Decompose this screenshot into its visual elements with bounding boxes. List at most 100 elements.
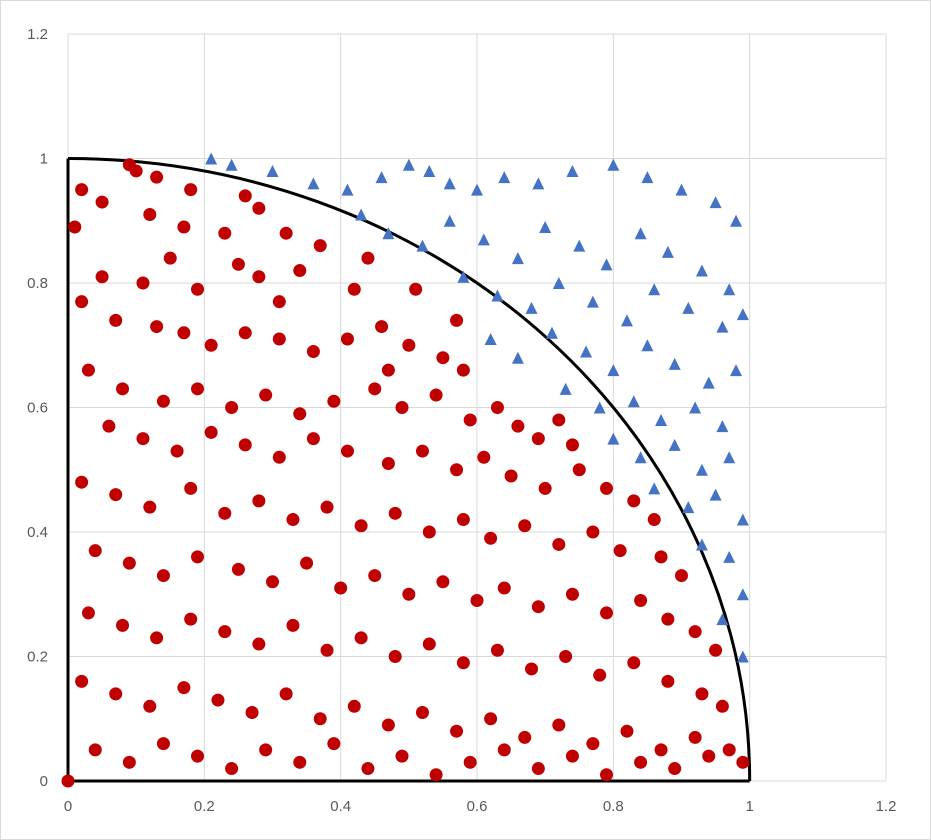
triangle-data-point [607,364,620,377]
x-tick-label: 1 [745,798,753,815]
circle-data-point [722,743,736,757]
circle-data-point [81,363,95,377]
circle-data-point [381,363,395,377]
circle-data-point [286,618,300,632]
circle-data-point [436,351,450,365]
triangle-data-point [307,177,320,190]
circle-data-point [456,656,470,670]
circle-data-point [306,344,320,358]
circle-data-point [272,295,286,309]
circle-data-point [354,631,368,645]
grid-layer [67,33,887,782]
circle-data-point [225,762,239,776]
circle-data-point [436,575,450,589]
circle-data-point [361,251,375,265]
circle-data-point [238,326,252,340]
circle-data-point [122,755,136,769]
triangle-data-point [477,233,490,246]
triangle-data-point [641,339,654,352]
circle-data-point [525,662,539,676]
circle-data-point [293,264,307,278]
triangle-data-point [736,513,749,526]
circle-data-point [109,488,123,502]
circle-data-point [320,500,334,514]
circle-data-point [375,320,389,334]
y-tick-label: 1 [40,151,48,168]
circle-data-point [347,282,361,296]
circle-data-point [634,593,648,607]
circle-data-point [600,606,614,620]
triangle-data-point [532,177,545,190]
triangle-data-point [498,171,511,184]
triangle-data-point [668,438,681,451]
circle-data-point [150,320,164,334]
triangle-data-point [668,357,681,370]
circle-data-point [395,401,409,414]
triangle-data-point [586,295,599,308]
circle-data-point [415,706,429,720]
circle-data-point [600,481,614,495]
circle-data-point [252,201,266,215]
circle-data-point [463,413,477,427]
triangle-data-point [675,183,688,196]
circle-data-point [272,450,286,464]
circle-data-point [320,643,334,657]
triangle-data-point [341,183,354,196]
triangle-data-point [266,164,279,177]
triangle-data-point [607,158,620,171]
circle-data-point [211,693,225,707]
circle-data-point [518,730,532,744]
triangle-data-point [723,550,736,563]
circle-data-point [218,625,232,639]
triangle-data-point [723,451,736,464]
triangle-data-point [566,164,579,177]
circle-data-point [177,326,191,340]
circle-data-point [136,276,150,290]
circle-data-point [531,600,545,614]
circle-data-point [565,438,579,452]
circle-data-point [191,749,205,763]
circle-data-point [266,575,279,589]
circle-data-point [518,519,532,533]
circle-data-point [156,569,170,583]
circle-data-point [654,743,668,757]
circle-data-point [327,737,341,751]
circle-data-point [88,743,102,757]
circle-data-point [463,755,477,769]
circle-data-point [470,593,484,607]
triangle-data-point [225,158,238,171]
circle-data-point [81,606,95,620]
circle-data-point [552,537,566,551]
circle-data-point [695,687,709,701]
circle-data-point [661,612,675,626]
y-tick-label: 0.2 [27,649,48,666]
circle-data-point [627,656,641,670]
triangle-data-point [539,220,552,233]
triangle-data-point [559,382,572,395]
triangle-data-point [491,289,504,302]
circle-data-point [675,569,688,583]
triangle-data-point [736,650,749,663]
triangle-data-point [416,239,429,252]
triangle-data-point [443,177,456,190]
x-tick-label: 0.8 [603,798,624,815]
triangle-data-point [716,613,729,626]
circle-data-point [620,724,634,738]
circle-data-point [313,239,327,253]
triangle-data-point [695,463,708,476]
triangle-data-point [552,277,565,289]
triangle-data-point [641,171,654,184]
circle-data-point [497,743,511,757]
circle-data-point [184,481,198,495]
circle-data-point [334,581,348,595]
circle-data-point [572,463,586,477]
triangle-data-point [457,270,470,283]
circle-data-point [300,556,314,570]
triangle-data-point [716,320,729,333]
circle-data-point [456,363,470,377]
circle-data-point [225,401,239,414]
circle-data-point [484,712,498,726]
y-tick-label: 0.4 [27,524,48,541]
